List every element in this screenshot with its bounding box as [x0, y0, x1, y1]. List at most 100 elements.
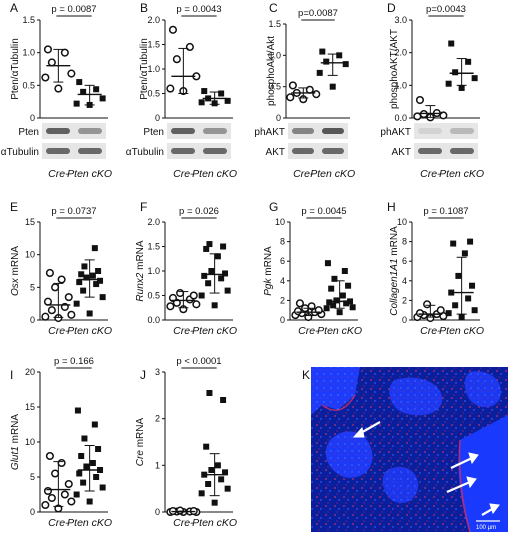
data-point-pten-cko	[445, 310, 452, 317]
data-point-pten-cko	[224, 485, 231, 492]
y-tick-label: 10	[25, 250, 35, 260]
data-point-pten-cko	[73, 100, 80, 107]
data-point-pten-cko	[93, 281, 100, 288]
micrograph-panel: K	[302, 367, 508, 532]
y-tick-label: 1.0	[394, 80, 407, 90]
data-point-pten-cko	[80, 287, 87, 294]
data-point-pten-cko	[214, 253, 221, 260]
data-point-pten-cko	[336, 52, 343, 59]
data-point-cre	[286, 93, 295, 102]
data-point-cre	[168, 25, 178, 34]
category-label: Cre-	[420, 325, 441, 337]
data-point-pten-cko	[201, 272, 208, 279]
data-point-pten-cko	[81, 435, 88, 442]
p-value: p=0.0087	[298, 8, 338, 19]
y-tick-label: 5	[30, 472, 35, 482]
data-point-cre	[189, 291, 198, 300]
category-label: Pten cKO	[67, 325, 112, 337]
data-point-cre	[43, 486, 53, 496]
data-point-cre	[60, 48, 69, 57]
data-point-cre	[41, 500, 50, 510]
y-tick-label: 0	[155, 507, 160, 517]
y-tick-label: 2	[155, 414, 160, 424]
data-point-pten-cko	[458, 84, 465, 91]
p-value: p = 0.0087	[51, 4, 96, 15]
data-point-pten-cko	[198, 99, 205, 106]
data-point-pten-cko	[89, 272, 96, 279]
data-point-pten-cko	[73, 300, 80, 307]
y-axis-label: Cre mRNA	[135, 418, 146, 467]
data-point-cre	[45, 451, 54, 461]
data-point-pten-cko	[471, 75, 478, 82]
blot-band	[171, 148, 195, 154]
data-point-pten-cko	[341, 268, 348, 274]
data-point-pten-cko	[455, 272, 462, 279]
y-tick-label: 0.5	[22, 80, 35, 90]
data-point-pten-cko	[97, 277, 104, 284]
data-point-pten-cko	[316, 69, 323, 76]
panel-letter-k: K	[302, 368, 310, 382]
data-point-cre	[64, 479, 73, 489]
y-axis-label: Osx mRNA	[10, 246, 21, 296]
data-point-pten-cko	[206, 241, 213, 248]
data-point-pten-cko	[218, 275, 225, 282]
scale-bar-label: 100 µm	[476, 525, 496, 531]
blot-label: AKT	[266, 147, 285, 158]
data-point-cre	[67, 69, 76, 78]
panel-e: E 0 5 10 15 Osx mRNA p = 0.0737 Cre-Pten cKO	[10, 200, 112, 337]
data-point-pten-cko	[74, 407, 81, 414]
y-tick-label: 1.0	[147, 266, 160, 276]
data-point-cre	[67, 497, 76, 506]
data-point-cre	[43, 45, 53, 54]
y-axis-label: Runx2 mRNA	[135, 240, 146, 301]
blot-band	[78, 128, 102, 134]
data-point-cre	[51, 469, 60, 478]
y-tick-label: 6	[280, 256, 285, 266]
y-tick-label: 4	[280, 276, 285, 286]
data-point-cre	[64, 293, 73, 302]
data-point-pten-cko	[220, 397, 227, 403]
blot-band	[46, 128, 70, 134]
panel-a: A 0 0.5 1.0 1.5 Pten/αTubulin p = 0.0087 Pten αT…	[1, 1, 112, 180]
data-point-cre	[436, 306, 445, 315]
category-label: Pten cKO	[192, 168, 237, 180]
y-tick-label: 0.5	[268, 82, 281, 92]
panel-f: F 0.0 0.5 1.0 1.5 2.0 Runx2 mRNA p = 0.026 Cre-P…	[135, 200, 237, 337]
data-point-pten-cko	[78, 271, 85, 278]
blot-label: αTubulin	[126, 147, 164, 158]
data-point-pten-cko	[99, 95, 106, 102]
blot-strip	[288, 143, 348, 159]
blot-band	[292, 128, 314, 134]
data-point-cre	[47, 58, 56, 67]
data-point-pten-cko	[224, 287, 231, 294]
category-label: Cre-	[173, 517, 194, 529]
data-point-cre	[288, 81, 297, 90]
category-label: Pten cKO	[439, 325, 484, 337]
data-point-pten-cko	[91, 245, 98, 252]
panel-b: B 0 0.5 1.0 1.5 2.0 Pten/αTubulin p = 0.0043 Pte…	[126, 1, 237, 180]
y-tick-label: 5	[30, 282, 35, 292]
data-point-pten-cko	[83, 463, 90, 470]
y-tick-label: 0	[280, 315, 285, 325]
data-point-pten-cko	[328, 285, 335, 292]
data-point-cre	[415, 309, 425, 318]
y-tick-label: 0.0	[147, 315, 160, 325]
y-tick-label: 0	[30, 113, 35, 123]
y-tick-label: 1.0	[268, 50, 281, 60]
category-label: Pten cKO	[192, 325, 237, 337]
y-tick-label: 0.5	[147, 89, 160, 99]
blot-strip	[167, 143, 231, 159]
data-point-pten-cko	[324, 260, 331, 267]
data-point-cre	[423, 300, 432, 309]
data-point-pten-cko	[452, 302, 459, 309]
data-point-cre	[312, 90, 321, 99]
data-point-pten-cko	[333, 297, 340, 304]
y-tick-label: 2.0	[147, 15, 160, 25]
data-point-pten-cko	[345, 282, 352, 289]
category-label: Pten cKO	[317, 325, 362, 337]
data-point-cre	[47, 306, 56, 315]
data-point-pten-cko	[465, 58, 472, 65]
blot-label: phAKT	[254, 127, 285, 138]
y-tick-label: 3.0	[394, 15, 407, 25]
